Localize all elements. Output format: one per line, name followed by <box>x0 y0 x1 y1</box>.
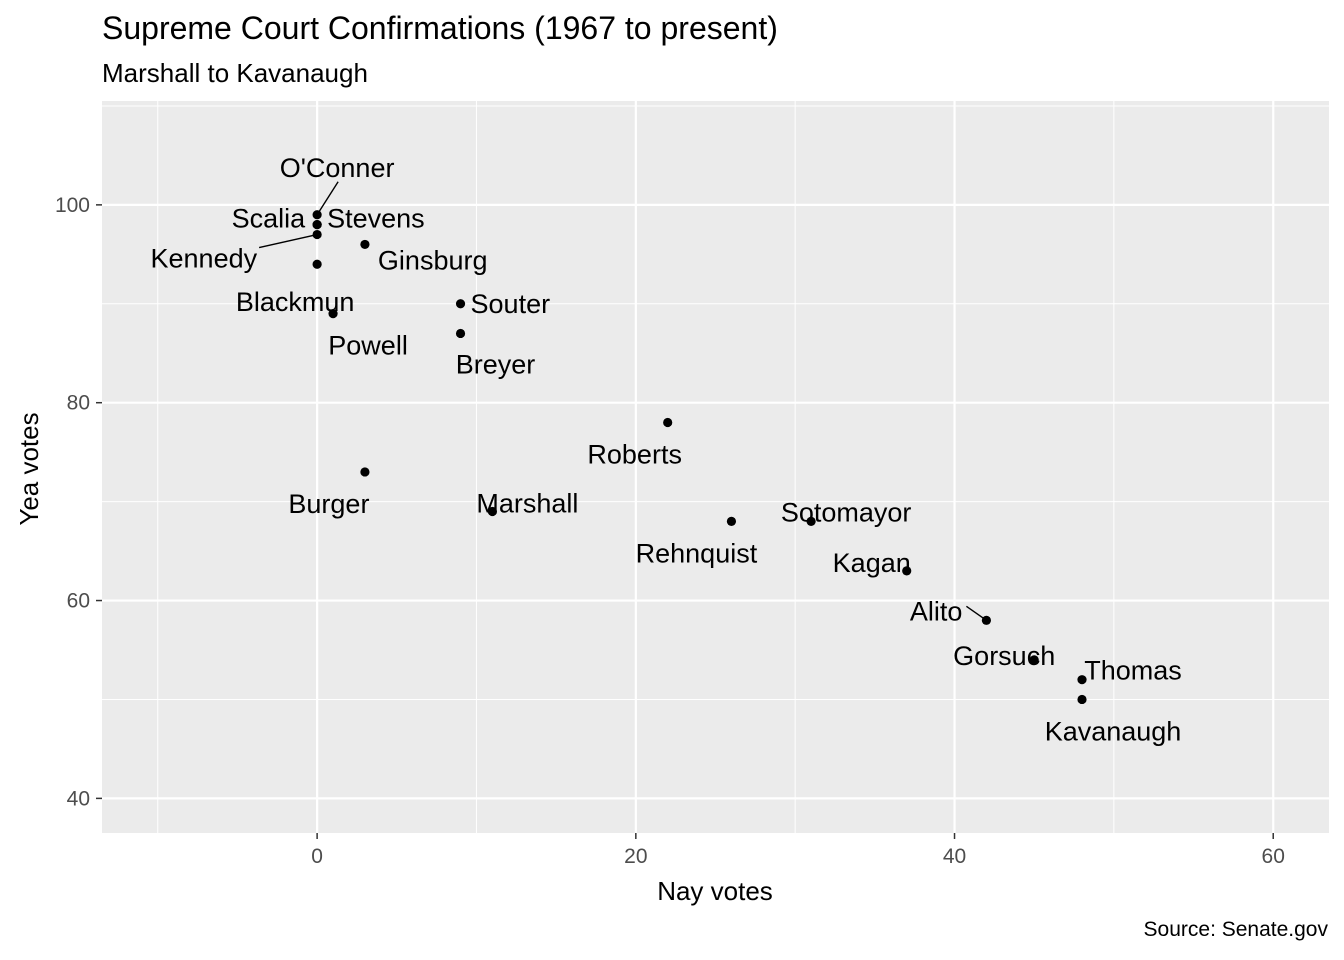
data-points <box>312 210 1087 705</box>
x-tick-label: 40 <box>943 845 966 868</box>
point-powell <box>328 309 338 319</box>
label-o-conner: O'Conner <box>280 153 395 183</box>
label-sotomayor: Sotomayor <box>781 497 912 527</box>
label-rehnquist: Rehnquist <box>636 538 758 568</box>
point-ginsburg <box>360 239 370 250</box>
point-blackmun <box>312 259 322 269</box>
label-scalia: Scalia <box>232 204 307 234</box>
point-alito <box>981 615 991 625</box>
plot-panel <box>102 101 1329 833</box>
axes: 0 20 40 60 40 60 80 100 <box>55 194 1285 868</box>
x-tick-label: 20 <box>624 845 647 868</box>
label-marshall: Marshall <box>476 489 578 519</box>
point-kavanaugh <box>1077 694 1087 705</box>
label-souter: Souter <box>471 289 551 319</box>
label-stevens: Stevens <box>327 204 425 234</box>
y-axis-label: Yea votes <box>14 412 44 525</box>
y-tick-label: 80 <box>67 392 90 415</box>
leader-line-kennedy <box>258 233 318 249</box>
label-powell: Powell <box>328 331 408 361</box>
point-stevens <box>312 220 322 230</box>
point-gorsuch <box>1029 655 1039 665</box>
point-kagan <box>902 566 912 576</box>
point-thomas <box>1077 675 1087 685</box>
y-tick-label: 40 <box>67 787 90 810</box>
label-blackmun: Blackmun <box>236 287 355 317</box>
label-breyer: Breyer <box>456 349 536 379</box>
point-burger <box>360 467 370 477</box>
y-tick-label: 100 <box>55 194 90 217</box>
label-kavanaugh: Kavanaugh <box>1045 716 1182 746</box>
label-alito: Alito <box>910 596 963 626</box>
label-kagan: Kagan <box>833 548 911 578</box>
label-thomas: Thomas <box>1084 656 1182 686</box>
point-rehnquist <box>726 516 737 527</box>
leader-line-o-conner <box>316 181 339 216</box>
point-marshall <box>487 506 498 517</box>
label-burger: Burger <box>288 489 369 519</box>
x-tick-label: 0 <box>311 845 323 868</box>
label-kennedy: Kennedy <box>151 244 258 274</box>
x-axis-label: Nay votes <box>657 876 773 906</box>
point-o-conner <box>312 210 322 220</box>
point-souter <box>455 299 466 309</box>
chart-caption: Source: Senate.gov <box>1143 918 1328 941</box>
chart-title: Supreme Court Confirmations (1967 to pre… <box>102 10 778 46</box>
major-gridlines <box>102 101 1329 833</box>
label-gorsuch: Gorsuch <box>953 641 1055 671</box>
point-kennedy <box>312 229 322 240</box>
x-tick-label: 60 <box>1262 845 1285 868</box>
chart-subtitle: Marshall to Kavanaugh <box>102 58 368 88</box>
point-breyer <box>455 328 466 339</box>
minor-gridlines <box>102 101 1329 833</box>
label-roberts: Roberts <box>587 439 682 469</box>
point-labels: O'Conner Scalia Stevens Kennedy Blackmun Gins… <box>151 153 1182 747</box>
point-roberts <box>663 417 673 428</box>
y-tick-label: 60 <box>67 590 90 613</box>
point-sotomayor <box>806 516 816 527</box>
label-ginsburg: Ginsburg <box>378 245 488 275</box>
